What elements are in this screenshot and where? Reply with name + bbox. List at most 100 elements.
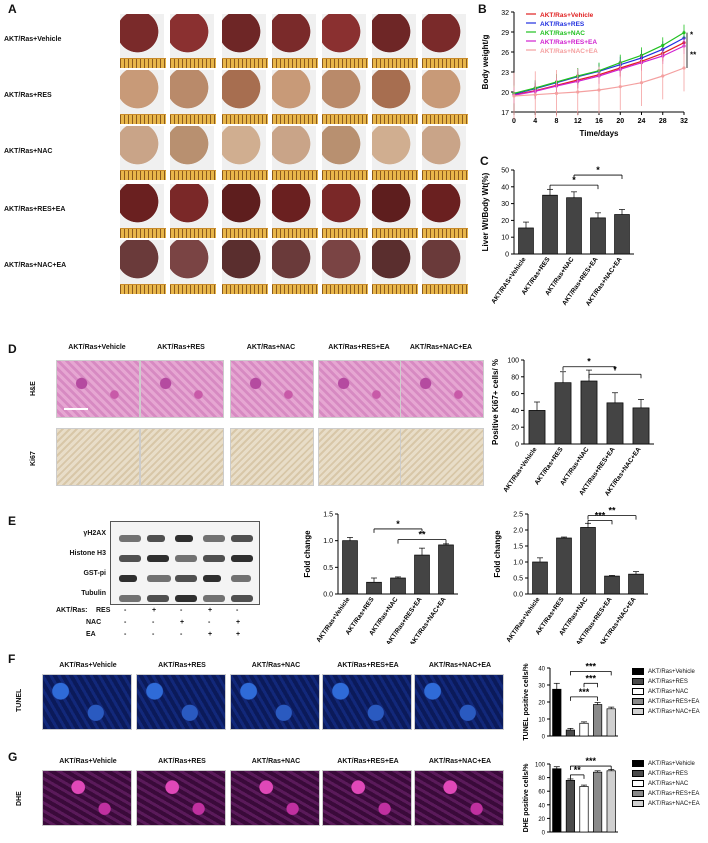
treatment-mark: + bbox=[236, 631, 241, 638]
column-label: AKT/Ras+RES bbox=[157, 344, 205, 351]
y-tick-label: 100 bbox=[535, 763, 546, 769]
y-tick-label: 0 bbox=[542, 831, 546, 837]
ruler-strip bbox=[120, 170, 166, 180]
column-label: AKT/Ras+NAC bbox=[251, 758, 301, 765]
liver-photo bbox=[372, 70, 416, 114]
y-tick-label: 10 bbox=[538, 718, 545, 724]
y-tick-label: 20 bbox=[501, 90, 509, 97]
legend-label: AKT/Ras+NAC+EA bbox=[540, 48, 598, 55]
ruler-strip bbox=[222, 170, 268, 180]
data-point bbox=[576, 90, 580, 94]
y-tick-label: 40 bbox=[538, 803, 545, 809]
ruler-strip bbox=[422, 170, 468, 180]
column-label: AKT/Ras+RES bbox=[158, 662, 206, 669]
treatment-mark: - bbox=[236, 607, 239, 614]
legend-item: AKT/Ras+NAC+EA bbox=[632, 708, 700, 715]
y-tick-label: 60 bbox=[538, 790, 545, 796]
treatment-mark: + bbox=[208, 631, 213, 638]
data-point bbox=[661, 43, 665, 47]
bar bbox=[614, 214, 630, 255]
y-axis-title: Fold change bbox=[493, 530, 502, 578]
ruler-strip bbox=[372, 58, 418, 68]
y-tick-label: 23 bbox=[501, 70, 509, 77]
bar bbox=[579, 786, 589, 833]
column-label: AKT/Ras+Vehicle bbox=[68, 344, 126, 351]
data-point bbox=[639, 81, 644, 85]
data-point bbox=[682, 66, 686, 70]
treatment-mark: - bbox=[180, 607, 183, 614]
bar bbox=[414, 554, 430, 595]
y-tick-label: 0.0 bbox=[323, 592, 333, 599]
blot-band bbox=[119, 555, 141, 562]
liver-photo bbox=[272, 14, 316, 58]
blot-band bbox=[203, 535, 225, 542]
bar bbox=[366, 581, 382, 595]
tunel-micrograph bbox=[42, 674, 132, 730]
x-tick-label: 28 bbox=[659, 118, 667, 125]
blot-band bbox=[231, 575, 251, 582]
y-tick-label: 2.0 bbox=[513, 528, 523, 535]
legend-item: AKT/Ras+RES+EA bbox=[632, 790, 699, 797]
blot-band bbox=[119, 535, 141, 542]
bar bbox=[565, 729, 575, 737]
treatment-mark: - bbox=[180, 631, 183, 638]
y-tick-label: 40 bbox=[538, 667, 545, 673]
ruler-strip bbox=[272, 170, 318, 180]
x-tick-label: 4 bbox=[533, 118, 537, 125]
column-label: AKT/Ras+RES bbox=[158, 758, 206, 765]
ruler-strip bbox=[322, 284, 368, 294]
x-tick-label: 0 bbox=[512, 118, 516, 125]
ruler-strip bbox=[272, 114, 318, 124]
y-tick-label: 30 bbox=[538, 684, 545, 690]
he-micrograph bbox=[230, 360, 314, 418]
annotation: *** bbox=[586, 756, 597, 766]
treatment-mark: - bbox=[152, 631, 155, 638]
column-label: AKT/Ras+NAC+EA bbox=[409, 344, 473, 351]
y-tick-label: 0.0 bbox=[513, 592, 523, 599]
data-point bbox=[682, 31, 686, 35]
legend-swatch bbox=[632, 800, 644, 807]
y-tick-label: 1.5 bbox=[323, 512, 333, 519]
y-tick-label: 20 bbox=[511, 425, 519, 432]
legend-item: AKT/Ras+NAC+EA bbox=[632, 800, 700, 807]
ruler-strip bbox=[422, 228, 468, 238]
column-label: AKT/Ras+RES+EA bbox=[328, 344, 390, 351]
row-label: AKT/Ras+Vehicle bbox=[4, 36, 62, 43]
liver-photo bbox=[322, 70, 366, 114]
liver-photo bbox=[222, 14, 266, 58]
annotation: *** bbox=[586, 661, 597, 671]
ruler-strip bbox=[120, 58, 166, 68]
fold-change-chart-2: 0.0 0.5 1.0 1.5 2.0 2.5 Fold change AKT/Ras+Veh… bbox=[493, 506, 648, 644]
body-weight-chart: 17 20 23 26 29 32 0 4 8 12 16 20 24 28 32 Time/days Body… bbox=[481, 10, 697, 138]
legend-label: AKT/Ras+Vehicle bbox=[648, 761, 695, 768]
dhe-micrograph bbox=[322, 770, 412, 826]
protein-label: GST-pi bbox=[83, 570, 106, 577]
row-label: AKT/Ras+NAC+EA bbox=[4, 262, 67, 269]
data-point bbox=[661, 74, 665, 78]
annotation: ** bbox=[608, 506, 616, 516]
liver-photo bbox=[222, 126, 266, 170]
row-label: AKT/Ras+RES+EA bbox=[4, 206, 66, 213]
protein-label: Tubulin bbox=[81, 590, 106, 597]
y-axis-title: Liver Wt/Body Wt(%) bbox=[481, 172, 490, 251]
ki67-micrograph bbox=[318, 428, 402, 486]
blot-band bbox=[175, 595, 197, 602]
legend-item: AKT/Ras+RES+EA bbox=[632, 698, 699, 705]
x-tick-label: 32 bbox=[680, 118, 688, 125]
legend-swatch bbox=[632, 780, 644, 787]
y-tick-label: 0 bbox=[542, 735, 546, 741]
x-tick-label: 8 bbox=[555, 118, 559, 125]
y-tick-label: 1.0 bbox=[323, 538, 333, 545]
ki67-micrograph bbox=[230, 428, 314, 486]
y-tick-label: 80 bbox=[511, 374, 519, 381]
liver-photo bbox=[222, 240, 266, 284]
ruler-strip bbox=[170, 170, 216, 180]
ruler-strip bbox=[322, 228, 368, 238]
scale-bar bbox=[64, 408, 88, 410]
column-label: AKT/Ras+Vehicle bbox=[59, 758, 117, 765]
liver-photo bbox=[170, 240, 214, 284]
dhe-micrograph bbox=[414, 770, 504, 826]
bar bbox=[579, 722, 589, 737]
tunel-micrograph bbox=[322, 674, 412, 730]
treatment-mark: - bbox=[124, 631, 127, 638]
